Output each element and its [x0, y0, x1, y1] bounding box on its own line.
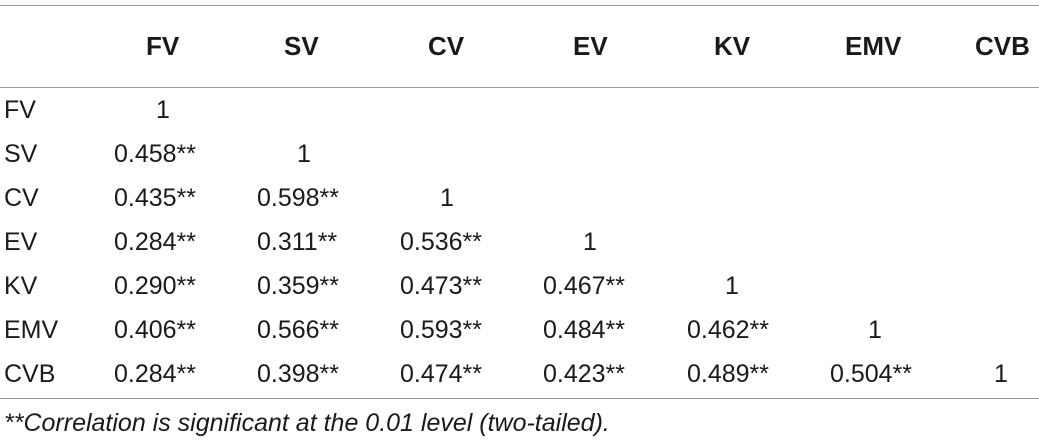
- table-cell: 0.593**: [400, 316, 483, 344]
- row-label: EMV: [4, 316, 59, 344]
- table-cell: 0.435**: [114, 184, 197, 212]
- table-cell: 0.489**: [687, 360, 770, 388]
- table-cell: 1: [583, 228, 597, 256]
- table-cell: 0.474**: [400, 360, 483, 388]
- table-cell: 0.284**: [114, 360, 197, 388]
- table-cell: 0.406**: [114, 316, 197, 344]
- table-row: EV 0.284** 0.311** 0.536** 1: [0, 222, 1039, 262]
- table-cell: 1: [156, 96, 170, 124]
- table-cell: 0.536**: [400, 228, 483, 256]
- table-row: SV 0.458** 1: [0, 134, 1039, 174]
- table-header-rule: [0, 87, 1039, 88]
- table-cell: 0.473**: [400, 272, 483, 300]
- table-cell: 0.462**: [687, 316, 770, 344]
- table-cell: 0.398**: [257, 360, 340, 388]
- column-header-kv: KV: [714, 31, 751, 61]
- table-cell: 0.359**: [257, 272, 340, 300]
- column-header-emv: EMV: [845, 31, 902, 61]
- column-header-cv: CV: [428, 31, 465, 61]
- table-row: FV 1: [0, 90, 1039, 130]
- row-label: SV: [4, 140, 38, 168]
- table-footnote: **Correlation is significant at the 0.01…: [4, 409, 610, 437]
- table-cell: 0.311**: [257, 228, 338, 256]
- table-cell: 1: [868, 316, 882, 344]
- table-cell: 0.598**: [257, 184, 340, 212]
- row-label: FV: [4, 96, 36, 124]
- table-cell: 1: [297, 140, 311, 168]
- table-cell: 1: [994, 360, 1008, 388]
- row-label: CVB: [4, 360, 56, 388]
- row-label: KV: [4, 272, 38, 300]
- table-cell: 0.504**: [830, 360, 913, 388]
- column-header-fv: FV: [146, 31, 180, 61]
- table-cell: 0.484**: [543, 316, 626, 344]
- table-cell: 0.284**: [114, 228, 197, 256]
- table-cell: 0.423**: [543, 360, 626, 388]
- table-cell: 0.290**: [114, 272, 197, 300]
- table-bottom-rule: [0, 398, 1039, 399]
- table-cell: 0.566**: [257, 316, 340, 344]
- table-cell: 0.458**: [114, 140, 197, 168]
- column-header-sv: SV: [284, 31, 319, 61]
- column-header-ev: EV: [573, 31, 608, 61]
- table-row: EMV 0.406** 0.566** 0.593** 0.484** 0.46…: [0, 310, 1039, 350]
- row-label: CV: [4, 184, 39, 212]
- table-row: CVB 0.284** 0.398** 0.474** 0.423** 0.48…: [0, 354, 1039, 394]
- table-top-rule: [0, 5, 1039, 6]
- table-cell: 1: [440, 184, 454, 212]
- table-row: CV 0.435** 0.598** 1: [0, 178, 1039, 218]
- row-label: EV: [4, 228, 38, 256]
- table-row: KV 0.290** 0.359** 0.473** 0.467** 1: [0, 266, 1039, 306]
- table-cell: 0.467**: [543, 272, 626, 300]
- table-cell: 1: [725, 272, 739, 300]
- column-header-cvb: CVB: [975, 31, 1030, 61]
